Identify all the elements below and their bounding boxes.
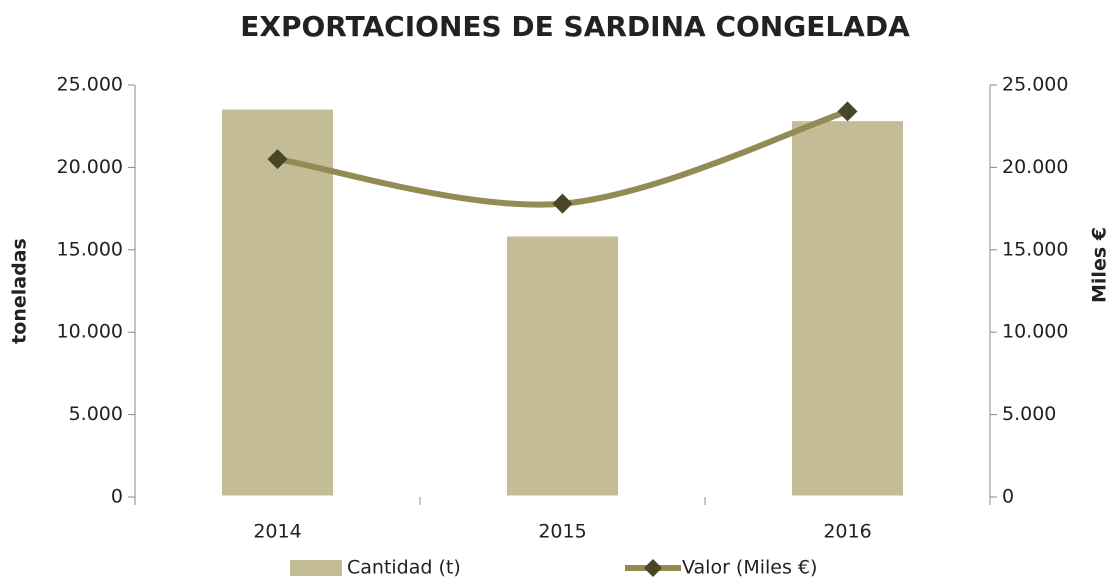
x-tick-label: 2015 xyxy=(538,521,586,543)
y-axis-title: toneladas xyxy=(9,238,31,344)
marker xyxy=(267,149,288,170)
y-tick-label: 25.000 xyxy=(57,74,123,96)
line xyxy=(277,108,849,208)
y2-tick-label: 15.000 xyxy=(1002,238,1068,260)
legend-marker xyxy=(644,559,662,577)
bar xyxy=(789,118,906,499)
chart-title: EXPORTACIONES DE SARDINA CONGELADA xyxy=(240,10,910,43)
y2-tick-label: 20.000 xyxy=(1002,156,1068,178)
y-tick-label: 0 xyxy=(111,486,123,508)
legend-label: Cantidad (t) xyxy=(347,557,461,579)
legend-swatch xyxy=(290,560,342,576)
marker xyxy=(552,193,573,214)
x-tick-label: 2014 xyxy=(253,521,301,543)
y-tick-label: 5.000 xyxy=(69,403,123,425)
marker xyxy=(837,101,858,122)
y2-tick-label: 10.000 xyxy=(1002,321,1068,343)
y-tick-label: 10.000 xyxy=(57,321,123,343)
x-tick-label: 2016 xyxy=(823,521,871,543)
y-tick-label: 20.000 xyxy=(57,156,123,178)
y2-axis-title: Miles € xyxy=(1089,227,1111,303)
y2-tick-label: 0 xyxy=(1002,486,1014,508)
bar xyxy=(219,106,336,499)
y2-tick-label: 25.000 xyxy=(1002,74,1068,96)
bar xyxy=(504,233,621,499)
y2-tick-label: 5.000 xyxy=(1002,403,1056,425)
y-tick-label: 15.000 xyxy=(57,238,123,260)
legend-label: Valor (Miles €) xyxy=(682,557,817,579)
